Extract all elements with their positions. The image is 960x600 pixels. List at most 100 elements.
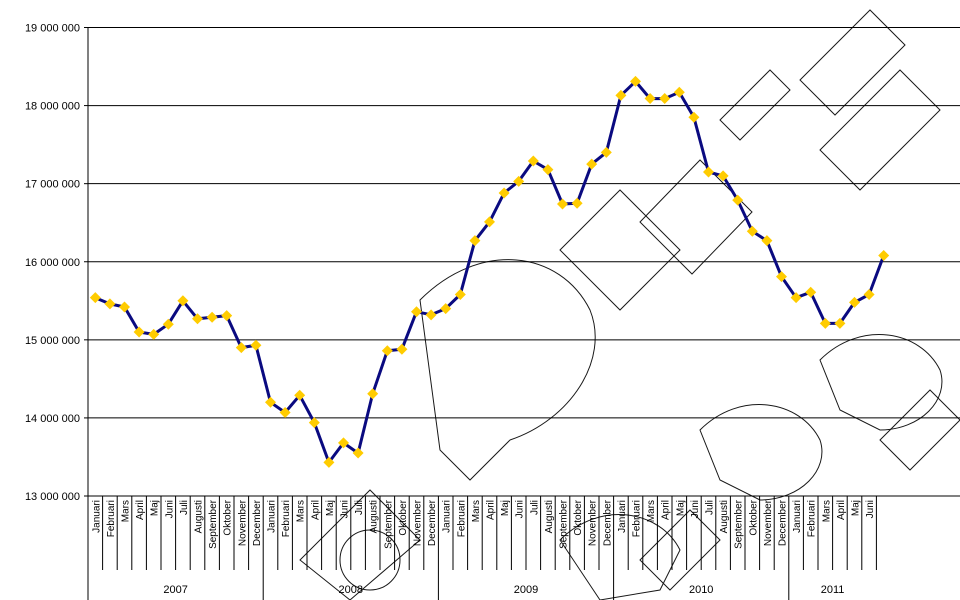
data-point (703, 166, 714, 178)
data-point (104, 298, 116, 310)
x-tick-label: December (778, 499, 789, 546)
x-tick-label: Mars (296, 500, 307, 522)
x-tick-label: Februari (281, 500, 292, 537)
data-point (805, 286, 817, 298)
data-point (469, 235, 481, 247)
data-point (162, 318, 174, 330)
year-label: 2008 (339, 584, 363, 596)
x-tick-label: Januari (442, 500, 453, 533)
watermark-outline (819, 334, 943, 431)
data-point (542, 164, 554, 176)
x-tick-label: December (427, 499, 438, 546)
data-point (192, 313, 203, 325)
y-axis-ticks: 13 000 000 14 000 000 15 000 000 16 000 000… (25, 23, 89, 503)
x-tick-label: September (734, 499, 745, 549)
x-tick-label: December (252, 499, 263, 546)
data-point (600, 146, 612, 158)
x-tick-label: Januari (91, 500, 102, 533)
data-point (89, 292, 101, 304)
x-tick-label: Oktober (223, 499, 234, 535)
x-tick-label: Mars (821, 500, 832, 522)
data-point (849, 296, 860, 308)
data-point (148, 328, 160, 340)
watermark-outline (799, 9, 906, 116)
data-point (615, 89, 627, 101)
data-point (440, 303, 452, 315)
x-tick-label: Juni (340, 500, 351, 518)
watermark-outline (879, 389, 960, 471)
x-tick-label: Juli (705, 500, 716, 515)
x-tick-label: April (135, 500, 146, 520)
x-tick-label: April (661, 500, 672, 520)
y-tick-label: 17 000 000 (25, 179, 80, 191)
year-label: 2007 (163, 584, 187, 596)
data-point (644, 93, 656, 105)
data-point (279, 406, 291, 418)
year-label: 2010 (689, 584, 713, 596)
data-point (235, 342, 247, 354)
y-tick-label: 13 000 000 (25, 491, 80, 503)
x-tick-label: Maj (851, 500, 862, 516)
x-tick-label: September (208, 499, 219, 549)
data-point (527, 155, 539, 167)
grid-lines (88, 27, 960, 497)
watermark-outline (639, 159, 753, 275)
watermark-outline (699, 404, 823, 501)
x-tick-label: Januari (267, 500, 278, 533)
x-tick-label: Maj (675, 500, 686, 516)
watermark-outline (559, 189, 681, 311)
data-point (338, 437, 349, 449)
data-point (659, 93, 671, 105)
x-tick-label: Juli (529, 500, 540, 515)
data-point (630, 75, 641, 87)
x-tick-label: Januari (792, 500, 803, 533)
x-tick-label: Augusti (369, 500, 380, 533)
x-tick-label: Februari (632, 500, 643, 537)
watermark-outline (339, 529, 401, 591)
x-tick-label: December (602, 499, 613, 546)
x-tick-label: Augusti (194, 500, 205, 533)
data-point (294, 389, 306, 401)
x-tick-label: Februari (456, 500, 467, 537)
x-tick-label: Juni (164, 500, 175, 518)
x-tick-label: Oktober (748, 499, 759, 535)
data-point (411, 306, 422, 318)
data-point (513, 175, 525, 187)
watermark-outline (299, 489, 421, 600)
data-point (381, 345, 393, 357)
data-point (761, 235, 773, 247)
data-point (498, 187, 510, 199)
y-tick-label: 15 000 000 (25, 335, 80, 347)
x-tick-label: April (836, 500, 847, 520)
x-tick-label: Juni (515, 500, 526, 518)
data-point (776, 271, 787, 283)
data-point (746, 225, 758, 237)
x-tick-label: September (383, 499, 394, 549)
year-label: 2009 (514, 584, 538, 596)
x-tick-label: November (588, 499, 599, 546)
x-tick-label: Juni (865, 500, 876, 518)
data-point (688, 111, 700, 123)
x-axis: Januari Februari Mars April Maj Juni Juli Augus… (87, 495, 960, 600)
x-tick-label: Januari (617, 500, 628, 533)
year-label: 2011 (821, 584, 845, 596)
data-point (352, 447, 364, 459)
data-point (308, 417, 320, 429)
x-tick-label: April (486, 500, 497, 520)
x-tick-label: Juli (179, 500, 190, 515)
x-tick-label: Mars (121, 500, 132, 522)
data-point (863, 289, 875, 301)
data-point (790, 292, 802, 304)
data-point (396, 343, 408, 355)
y-tick-label: 18 000 000 (25, 101, 80, 113)
data-point (367, 388, 379, 400)
x-tick-label: Mars (471, 500, 482, 522)
data-point (732, 194, 744, 206)
data-point (265, 396, 276, 408)
y-tick-label: 16 000 000 (25, 257, 80, 269)
data-point (206, 311, 218, 323)
data-point (878, 250, 890, 262)
data-point (221, 310, 233, 322)
data-point (673, 86, 685, 98)
watermark (299, 9, 960, 600)
